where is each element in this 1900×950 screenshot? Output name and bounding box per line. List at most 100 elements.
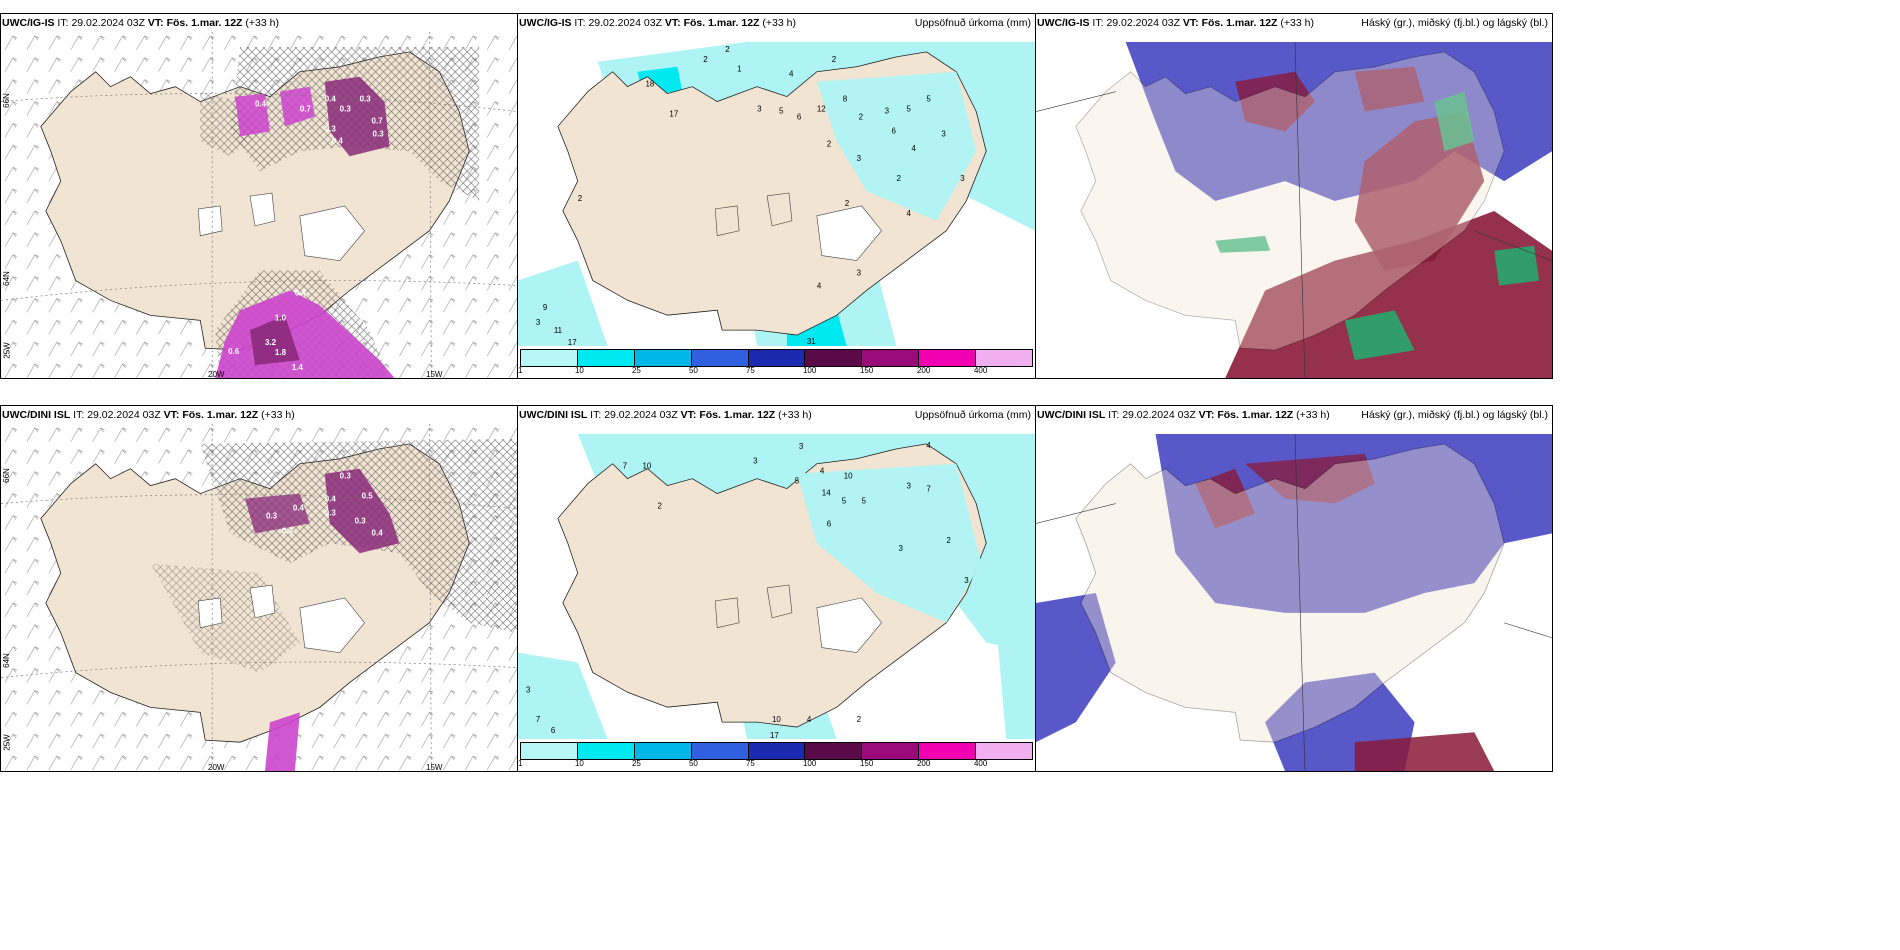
precip-value: 2 <box>657 501 662 510</box>
precip-colorbar: 1 10 25 50 75 100 150 200 400 <box>518 739 1035 771</box>
snow-value: 0.7 <box>372 116 384 125</box>
field-title: Uppsöfnuð úrkoma (mm) <box>914 17 1031 29</box>
it-label: IT: <box>574 17 586 29</box>
lead-time: (+33 h) <box>778 409 812 421</box>
it-label: IT: <box>1092 17 1104 29</box>
map-canvas: 2 2 1 18 17 4 2 3 5 6 12 8 2 3 5 6 4 3 2… <box>518 32 1035 346</box>
precip-value: 5 <box>779 106 784 115</box>
map-canvas <box>1036 424 1552 771</box>
snow-value: 3.2 <box>265 338 277 347</box>
panel-header: UWC/IG-IS IT: 29.02.2024 03Z VT: Fös. 1.… <box>1036 14 1552 32</box>
it-label: IT: <box>57 17 69 29</box>
glacier <box>249 192 276 227</box>
precip-value: 9 <box>543 303 548 312</box>
map-precip: 7 10 2 3 3 4 5 10 14 5 6 5 3 3 4 7 2 3 1… <box>518 424 1035 739</box>
model-name: UWC/DINI ISL <box>2 409 71 421</box>
panel-header: UWC/IG-IS IT: 29.02.2024 03Z VT: Fös. 1.… <box>518 14 1035 32</box>
lon-label: 15W <box>426 370 443 379</box>
it-label: IT: <box>1108 409 1120 421</box>
colorbar-swatch <box>577 743 635 759</box>
precip-value: 31 <box>807 337 816 346</box>
vt-value: Fös. 1.mar. 12Z <box>1217 409 1294 421</box>
colorbar-label: 400 <box>973 759 988 768</box>
precip-value: 4 <box>906 209 911 218</box>
snow-value: 0.7 <box>300 105 312 114</box>
vt-value: Fös. 1.mar. 12Z <box>1201 17 1278 29</box>
precip-value: 3 <box>964 576 969 585</box>
precip-value: 2 <box>857 715 862 724</box>
precip-value: 5 <box>906 105 911 114</box>
colorbar-labels: 1 10 25 50 75 100 150 200 400 <box>518 759 1033 771</box>
colorbar-label: 100 <box>802 366 817 375</box>
it-value: 29.02.2024 03Z <box>1122 409 1196 421</box>
colorbar-label: 200 <box>916 759 931 768</box>
snow-value: 1.8 <box>275 348 287 357</box>
colorbar-label: 100 <box>802 759 817 768</box>
precip-value: 3 <box>960 174 965 183</box>
lat-label: 25W <box>2 734 12 751</box>
glacier <box>766 584 793 619</box>
field-title: Háský (gr.), miðský (fj.bl.) og lágský (… <box>1361 17 1548 29</box>
vt-value: Fös. 1.mar. 12Z <box>182 409 259 421</box>
precip-value: 3 <box>857 268 862 277</box>
snow-value: 0.3 <box>282 526 294 535</box>
colorbar-swatch <box>521 350 578 366</box>
lead-time: (+33 h) <box>245 17 279 29</box>
precip-value: 2 <box>578 194 583 203</box>
precip-value: 2 <box>845 199 850 208</box>
precip-value: 10 <box>772 715 781 724</box>
glacier <box>714 205 740 237</box>
precip-value: 7 <box>536 715 541 724</box>
it-value: 29.02.2024 03Z <box>604 409 678 421</box>
vt-value: Fös. 1.mar. 12Z <box>699 409 776 421</box>
precip-value: 6 <box>892 126 897 135</box>
glacier <box>299 205 365 261</box>
precip-colorbar: 1 10 25 50 75 100 150 200 400 <box>518 346 1035 378</box>
colorbar-label: 150 <box>859 759 874 768</box>
vt-label: VT: <box>147 17 164 29</box>
colorbar-labels: 1 10 25 50 75 100 150 200 400 <box>518 366 1033 378</box>
precip-value: 14 <box>822 489 831 498</box>
precip-value: 3 <box>906 482 911 491</box>
panel-header: UWC/DINI ISL IT: 29.02.2024 03Z VT: Fös.… <box>1036 406 1552 424</box>
map-precip: 2 2 1 18 17 4 2 3 5 6 12 8 2 3 5 6 4 3 2… <box>518 32 1035 346</box>
model-name: UWC/IG-IS <box>519 17 572 29</box>
colorbar-swatch <box>634 743 692 759</box>
snow-value: 0.6 <box>228 347 240 356</box>
precip-value: 4 <box>820 467 825 476</box>
precip-value: 5 <box>926 95 931 104</box>
glacier <box>197 205 223 237</box>
precip-value: 5 <box>842 497 847 506</box>
glacier <box>816 597 882 653</box>
land-iceland <box>1075 51 1505 351</box>
colorbar-swatch <box>748 743 806 759</box>
model-name: UWC/DINI ISL <box>519 409 588 421</box>
precip-value: 7 <box>926 485 931 494</box>
snow-value: 0.4 <box>332 136 344 145</box>
model-name: UWC/DINI ISL <box>1037 409 1106 421</box>
snow-value: 1.0 <box>275 313 287 322</box>
precip-value: 10 <box>844 472 853 481</box>
vt-value: Fös. 1.mar. 12Z <box>166 17 243 29</box>
field-title: Uppsöfnuð úrkoma (mm) <box>914 409 1031 421</box>
panel-dini-precip: UWC/DINI ISL IT: 29.02.2024 03Z VT: Fös.… <box>517 405 1036 772</box>
precip-value: 3 <box>899 544 904 553</box>
precip-value: 18 <box>646 80 655 89</box>
snow-value: 0.3 <box>355 516 367 525</box>
precip-value: 6 <box>551 726 556 735</box>
panel-header: UWC/DINI ISL IT: 29.02.2024 03Z VT: Fös.… <box>1 406 517 424</box>
it-label: IT: <box>73 409 85 421</box>
lon-label: 20W <box>208 370 225 379</box>
colorbar-swatch <box>521 743 578 759</box>
vt-value: Fös. 1.mar. 12Z <box>683 17 760 29</box>
precip-value: 5 <box>862 497 867 506</box>
precip-value: 6 <box>827 519 832 528</box>
field-title: Háský (gr.), miðský (fj.bl.) og lágský (… <box>1361 409 1548 421</box>
precip-value: 2 <box>897 174 902 183</box>
colorbar-swatch <box>634 350 692 366</box>
precip-value: 3 <box>753 457 758 466</box>
precip-value: 2 <box>859 112 864 121</box>
map-canvas: 0.3 0.4 0.5 0.3 0.4 0.3 0.4 0.3 0.3 <box>1 424 517 771</box>
precip-value: 17 <box>770 731 779 739</box>
vt-label: VT: <box>680 409 697 421</box>
